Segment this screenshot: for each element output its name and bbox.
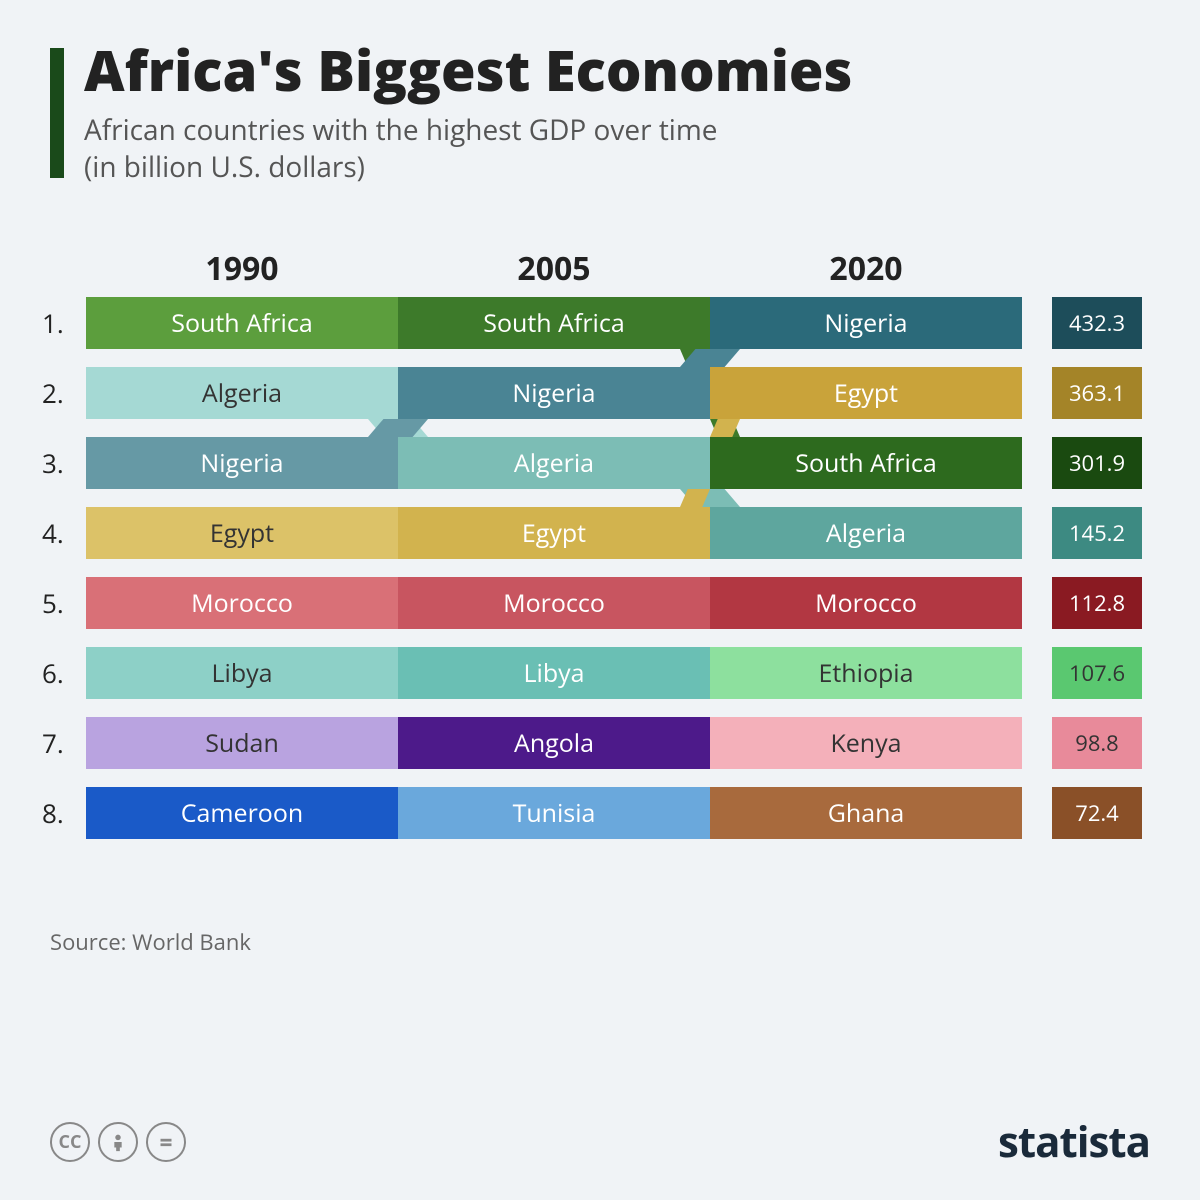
country-cell: Cameroon: [86, 787, 398, 839]
cc-icon: CC: [50, 1122, 90, 1162]
country-cell: South Africa: [398, 297, 710, 349]
country-cell: Nigeria: [398, 367, 710, 419]
gdp-value: 363.1: [1052, 367, 1142, 419]
country-cell: Kenya: [710, 717, 1022, 769]
rank-row: 1.South AfricaSouth AfricaNigeria432.3: [42, 297, 1142, 349]
rank-row: 6.LibyaLibyaEthiopia107.6: [42, 647, 1142, 699]
country-cell: Egypt: [710, 367, 1022, 419]
country-cell: Libya: [398, 647, 710, 699]
gdp-value: 145.2: [1052, 507, 1142, 559]
rank-number: 8.: [42, 787, 86, 839]
country-cell: Angola: [398, 717, 710, 769]
footer: CC statista: [50, 1113, 1150, 1170]
country-cell: Algeria: [398, 437, 710, 489]
country-cell: Tunisia: [398, 787, 710, 839]
brand-logo: statista: [998, 1113, 1150, 1170]
year-1990: 1990: [86, 247, 398, 300]
gdp-value: 432.3: [1052, 297, 1142, 349]
subtitle: African countries with the highest GDP o…: [84, 112, 853, 188]
nd-icon: [146, 1122, 186, 1162]
year-2020: 2020: [710, 247, 1022, 300]
country-cell: Nigeria: [710, 297, 1022, 349]
country-cell: Morocco: [710, 577, 1022, 629]
header: Africa's Biggest Economies African count…: [50, 40, 1150, 187]
gdp-value: 112.8: [1052, 577, 1142, 629]
year-2005: 2005: [398, 247, 710, 300]
gdp-value: 72.4: [1052, 787, 1142, 839]
chart-rows: 1.South AfricaSouth AfricaNigeria432.32.…: [42, 297, 1142, 857]
bump-chart: 1990 2005 2020 1.South AfricaSouth Afric…: [42, 247, 1142, 887]
country-cell: Libya: [86, 647, 398, 699]
rank-row: 5.MoroccoMoroccoMorocco112.8: [42, 577, 1142, 629]
rank-row: 3.NigeriaAlgeriaSouth Africa 301.9: [42, 437, 1142, 489]
country-cell: Algeria: [710, 507, 1022, 559]
rank-number: 1.: [42, 297, 86, 349]
country-cell: South Africa: [86, 297, 398, 349]
country-cell: Nigeria: [86, 437, 398, 489]
rank-row: 4.EgyptEgyptAlgeria145.2: [42, 507, 1142, 559]
country-cell: Ethiopia: [710, 647, 1022, 699]
country-cell: Egypt: [398, 507, 710, 559]
license-icons: CC: [50, 1122, 186, 1162]
country-cell: Sudan: [86, 717, 398, 769]
rank-number: 4.: [42, 507, 86, 559]
gdp-value: 107.6: [1052, 647, 1142, 699]
title: Africa's Biggest Economies: [84, 40, 853, 102]
country-cell: Algeria: [86, 367, 398, 419]
rank-number: 5.: [42, 577, 86, 629]
year-headers: 1990 2005 2020: [42, 247, 1142, 300]
rank-number: 6.: [42, 647, 86, 699]
rank-number: 2.: [42, 367, 86, 419]
rank-row: 7.SudanAngolaKenya 98.8: [42, 717, 1142, 769]
rank-row: 2.AlgeriaNigeriaEgypt 363.1: [42, 367, 1142, 419]
gdp-value: 301.9: [1052, 437, 1142, 489]
country-cell: Ghana: [710, 787, 1022, 839]
by-icon: [98, 1122, 138, 1162]
accent-bar: [50, 48, 64, 178]
country-cell: Egypt: [86, 507, 398, 559]
country-cell: Morocco: [86, 577, 398, 629]
gdp-value: 98.8: [1052, 717, 1142, 769]
source-line: Source: World Bank: [50, 927, 1150, 957]
rank-number: 3.: [42, 437, 86, 489]
rank-row: 8.CameroonTunisiaGhana 72.4: [42, 787, 1142, 839]
country-cell: Morocco: [398, 577, 710, 629]
rank-number: 7.: [42, 717, 86, 769]
country-cell: South Africa: [710, 437, 1022, 489]
